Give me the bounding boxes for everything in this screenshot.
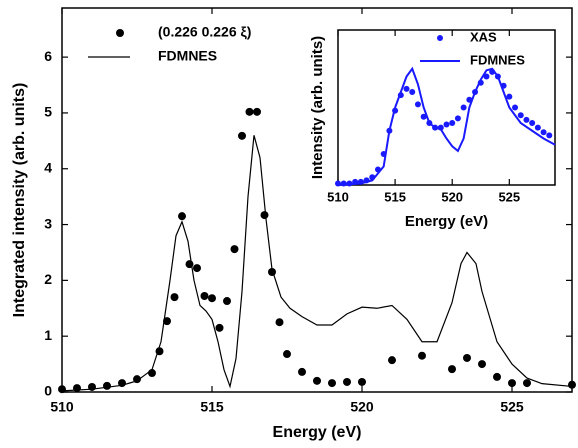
y-tick-label: 4 xyxy=(44,159,52,175)
data-point xyxy=(463,353,471,362)
data-point xyxy=(508,379,516,388)
data-point xyxy=(534,124,541,131)
legend-marker xyxy=(116,29,124,37)
y-tick-label: 6 xyxy=(44,48,52,64)
data-point xyxy=(540,129,547,136)
x-tick-label: 525 xyxy=(498,189,520,204)
data-point xyxy=(208,294,216,303)
data-point xyxy=(506,93,513,100)
data-point xyxy=(483,73,490,80)
data-point xyxy=(223,297,231,306)
data-point xyxy=(343,377,351,386)
data-point xyxy=(454,115,461,122)
data-point xyxy=(517,112,524,119)
data-point xyxy=(568,380,576,389)
data-point xyxy=(420,113,427,120)
x-tick-label: 515 xyxy=(384,189,406,204)
x-tick-label: 520 xyxy=(441,189,463,204)
y-axis-label: Intensity (arb. units) xyxy=(309,36,326,179)
data-point xyxy=(443,121,450,128)
x-tick-label: 525 xyxy=(500,399,524,415)
data-point xyxy=(546,132,553,139)
data-point xyxy=(409,89,416,95)
x-tick-label: 510 xyxy=(50,399,74,415)
data-point xyxy=(283,350,291,359)
data-point xyxy=(414,101,421,108)
data-line xyxy=(337,66,556,186)
data-point xyxy=(238,131,246,140)
data-point xyxy=(58,385,66,394)
data-point xyxy=(163,317,171,326)
data-point xyxy=(388,356,396,365)
data-line xyxy=(61,135,573,392)
x-axis-label: Energy (eV) xyxy=(405,213,488,230)
legend-label: FDMNES xyxy=(158,48,217,64)
y-axis-label: Integrated intensity (arb. units) xyxy=(11,83,28,318)
data-point xyxy=(170,293,179,302)
data-point xyxy=(215,323,224,332)
data-point xyxy=(460,104,467,111)
data-point xyxy=(328,379,336,388)
legend-label: (0.226 0.226 ξ) xyxy=(158,24,251,40)
data-point xyxy=(103,381,111,390)
data-point xyxy=(418,351,426,360)
data-point xyxy=(260,211,269,220)
data-point xyxy=(478,360,486,369)
plot-area xyxy=(337,29,556,186)
legend-marker xyxy=(437,35,443,41)
data-point xyxy=(449,120,456,126)
data-point xyxy=(178,212,186,221)
x-tick-label: 520 xyxy=(350,399,374,415)
data-point xyxy=(493,372,501,381)
data-point xyxy=(358,377,366,386)
data-point xyxy=(73,384,81,393)
x-axis-label: Energy (eV) xyxy=(273,424,362,441)
y-tick-label: 0 xyxy=(44,383,52,399)
data-point xyxy=(403,85,410,92)
legend-label: FDMNES xyxy=(470,52,525,67)
x-tick-label: 515 xyxy=(200,399,224,415)
y-tick-label: 2 xyxy=(44,271,52,287)
legend-label: XAS xyxy=(470,29,497,44)
data-point xyxy=(193,264,201,273)
y-tick-label: 1 xyxy=(44,327,52,343)
data-point xyxy=(529,120,536,126)
y-tick-label: 3 xyxy=(44,215,52,231)
data-point xyxy=(523,116,530,123)
data-point xyxy=(448,365,456,374)
data-point xyxy=(253,107,261,116)
data-point xyxy=(230,245,239,254)
data-point xyxy=(313,376,321,385)
data-point xyxy=(200,292,209,300)
data-point xyxy=(523,379,531,388)
data-point xyxy=(298,367,306,376)
y-tick-label: 5 xyxy=(44,104,52,120)
data-point xyxy=(512,104,519,111)
data-point xyxy=(245,107,254,116)
x-tick-label: 510 xyxy=(327,189,349,204)
data-point xyxy=(275,318,284,327)
